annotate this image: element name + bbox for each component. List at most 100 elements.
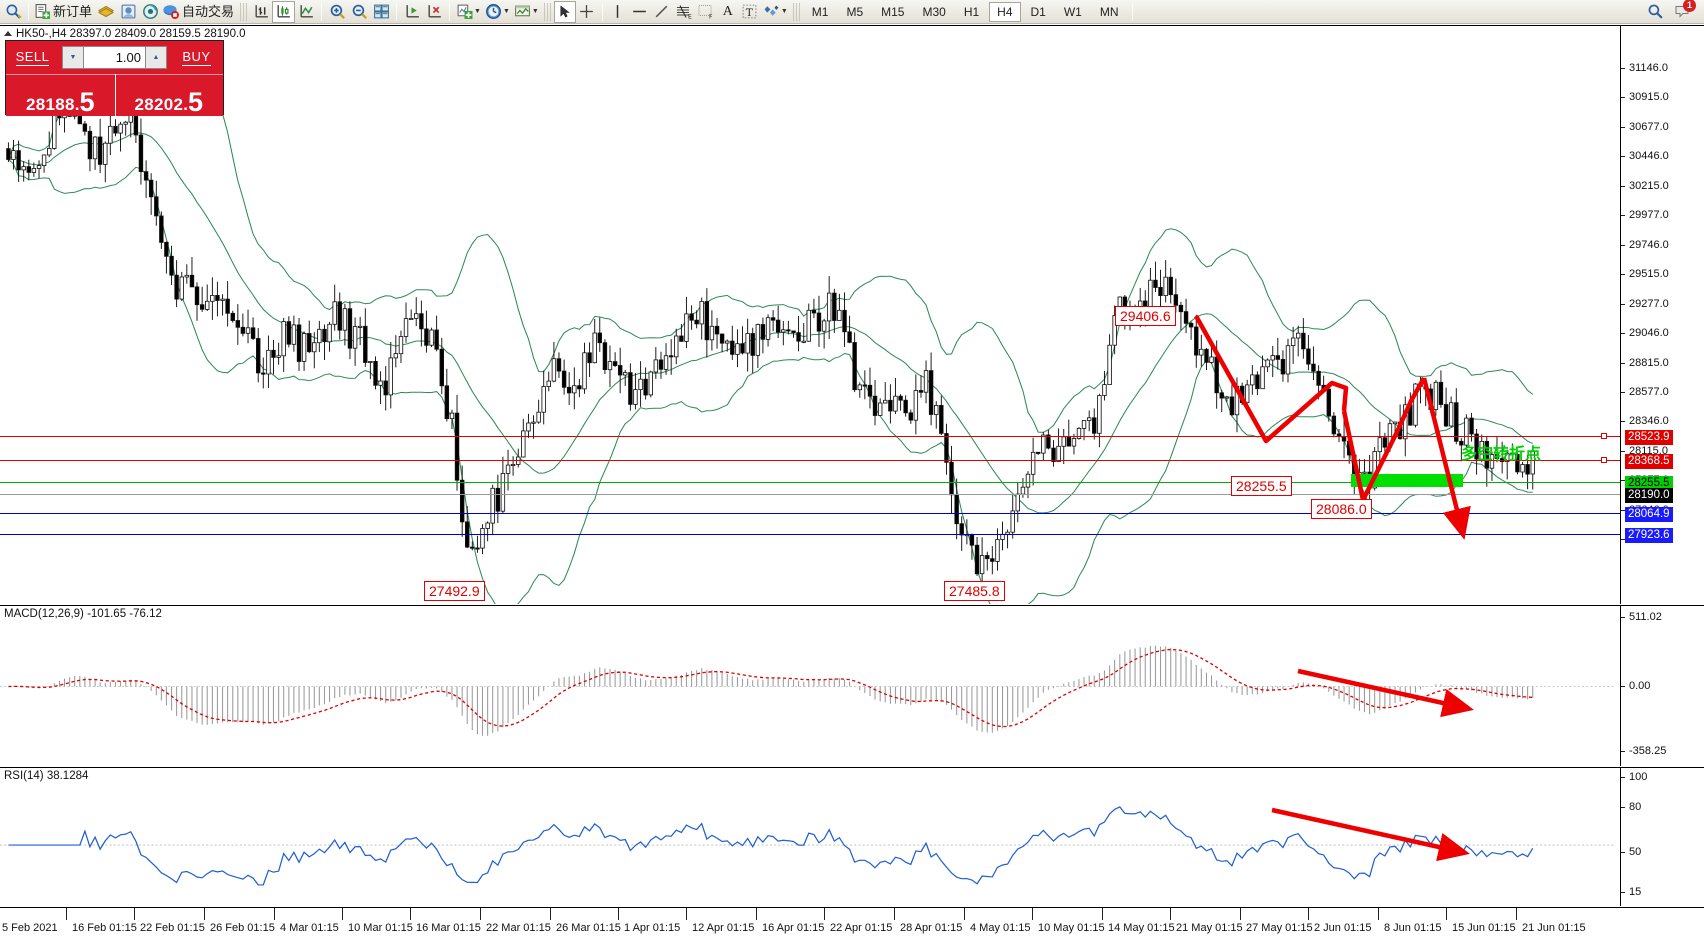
- notification-count: 1: [1683, 0, 1696, 12]
- alerts-bubble-icon[interactable]: 1: [1672, 0, 1696, 23]
- tile-windows-icon[interactable]: [370, 1, 392, 23]
- timeframe-button-h4[interactable]: H4: [989, 1, 1021, 22]
- bar-chart-icon[interactable]: [250, 1, 272, 23]
- time-axis-label: 14 May 01:15: [1108, 922, 1175, 934]
- timeframe-button-m5[interactable]: M5: [846, 4, 864, 19]
- time-axis-label: 8 Jun 01:15: [1384, 922, 1442, 934]
- level-line-28255[interactable]: [0, 482, 1620, 483]
- macd-label: MACD(12,26,9) -101.65 -76.12: [4, 608, 162, 620]
- toolbar-grip[interactable]: [792, 2, 800, 21]
- price-scale[interactable]: 31146.0 30915.0 30677.0 30446.0 30215.0 29977…: [1620, 26, 1704, 604]
- time-tick: [1240, 908, 1241, 920]
- line-chart-icon[interactable]: [295, 1, 317, 23]
- timeframe-button-h1[interactable]: H1: [963, 4, 980, 19]
- buy-price-separator: .: [183, 95, 188, 114]
- symbol-header: HK50-,H4 28397.0 28409.0 28159.5 28190.0: [16, 28, 246, 40]
- toolbar-grip[interactable]: [240, 2, 248, 21]
- level-handle-28523[interactable]: [1601, 433, 1607, 439]
- timeframe-button-mn[interactable]: MN: [1099, 4, 1119, 19]
- timeframe-button-d1[interactable]: D1: [1030, 4, 1046, 19]
- buy-button[interactable]: BUY: [170, 41, 223, 74]
- rsi-pane[interactable]: RSI(14) 38.1284 100 80 50 15: [0, 767, 1704, 906]
- sell-button[interactable]: SELL: [6, 41, 59, 74]
- level-line-28190[interactable]: [0, 494, 1620, 495]
- auto-scroll-icon[interactable]: [423, 1, 445, 23]
- time-axis-label: 12 Apr 01:15: [692, 922, 755, 934]
- zoom-in-icon[interactable]: [326, 1, 348, 23]
- time-tick: [824, 908, 825, 920]
- volume-increment-button[interactable]: ▲: [145, 46, 167, 69]
- level-line-27923[interactable]: [0, 534, 1620, 535]
- time-axis-label: 16 Apr 01:15: [762, 922, 825, 934]
- price-badge-28064-9: 28064.9: [1625, 507, 1673, 522]
- time-axis-label: 16 Mar 01:15: [416, 922, 481, 934]
- autotrading-button[interactable]: 自动交易: [161, 1, 237, 23]
- buy-price[interactable]: 28202 . 5: [114, 74, 223, 116]
- time-tick: [1102, 908, 1103, 920]
- text-label-icon[interactable]: A: [722, 3, 733, 19]
- time-tick: [1308, 908, 1309, 920]
- candlestick-chart-icon[interactable]: [272, 0, 296, 23]
- level-line-28064[interactable]: [0, 513, 1620, 514]
- chinese-annotation-note: 多空转折点: [1461, 444, 1542, 463]
- time-axis[interactable]: 5 Feb 2021 16 Feb 01:15 22 Feb 01:15 26 Feb…: [0, 907, 1704, 947]
- level-line-28523[interactable]: [0, 436, 1620, 437]
- new-order-button[interactable]: 新订单: [33, 1, 95, 23]
- autotrading-label: 自动交易: [182, 4, 235, 19]
- horizontal-line-icon[interactable]: [629, 1, 651, 23]
- macd-scale[interactable]: 511.02 0.00 -358.25: [1620, 606, 1704, 766]
- timeframe-button-m1[interactable]: M1: [811, 4, 829, 19]
- time-tick: [1170, 908, 1171, 920]
- equidistant-channel-icon[interactable]: F: [695, 1, 717, 23]
- macd-pane[interactable]: MACD(12,26,9) -101.65 -76.12 511.02 0.00-…: [0, 605, 1704, 766]
- navigator-icon[interactable]: [139, 1, 161, 23]
- text-box-icon[interactable]: T: [739, 1, 761, 23]
- buy-button-label: BUY: [182, 49, 211, 66]
- level-handle-28368[interactable]: [1601, 457, 1607, 463]
- volume-input[interactable]: 1.00: [84, 46, 145, 69]
- chevron-down-icon[interactable]: ▼: [531, 8, 539, 15]
- templates-icon[interactable]: ▼: [512, 1, 541, 23]
- cursor-icon[interactable]: [553, 0, 576, 23]
- period-clock-icon[interactable]: ▼: [483, 1, 512, 23]
- fibonacci-icon[interactable]: E: [673, 1, 695, 23]
- time-axis-label: 15 Jun 01:15: [1452, 922, 1516, 934]
- shift-end-icon[interactable]: [401, 1, 423, 23]
- new-order-label: 新订单: [53, 4, 93, 19]
- vertical-line-icon[interactable]: [607, 1, 629, 23]
- shapes-icon[interactable]: ▼: [761, 1, 790, 23]
- timeframe-group: M1 M5 M15 M30 H1 H4 D1 W1 MN: [803, 1, 1128, 22]
- price-pane[interactable]: HK50-,H4 28397.0 28409.0 28159.5 28190.0: [0, 26, 1704, 604]
- crosshair-icon[interactable]: [576, 1, 598, 23]
- data-window-icon[interactable]: [117, 1, 139, 23]
- chevron-down-icon[interactable]: ▼: [474, 8, 481, 15]
- one-click-trading-panel[interactable]: SELL ▼ 1.00 ▲ BUY 28188 . 5: [5, 40, 224, 116]
- time-tick: [1516, 908, 1517, 920]
- macd-plot: [0, 645, 1616, 736]
- svg-text:F: F: [709, 14, 713, 21]
- time-axis-label: 26 Mar 01:15: [556, 922, 621, 934]
- search-right-icon[interactable]: [1644, 1, 1666, 23]
- time-axis-label: 26 Feb 01:15: [210, 922, 275, 934]
- rsi-scale[interactable]: 100 80 50 15: [1620, 768, 1704, 906]
- chart-area[interactable]: HK50-,H4 28397.0 28409.0 28159.5 28190.0: [0, 25, 1704, 947]
- trendline-icon[interactable]: [651, 1, 673, 23]
- level-line-28368[interactable]: [0, 460, 1620, 461]
- chevron-down-icon[interactable]: ▼: [780, 8, 788, 15]
- time-tick: [894, 908, 895, 920]
- timeframe-button-m30[interactable]: M30: [922, 4, 946, 19]
- expert-advisor-icon[interactable]: [95, 1, 117, 23]
- price-badge-28523-9: 28523.9: [1625, 430, 1673, 445]
- volume-decrement-button[interactable]: ▼: [62, 46, 84, 69]
- magnifier-search-icon[interactable]: [2, 1, 24, 23]
- timeframe-button-m15[interactable]: M15: [881, 4, 905, 19]
- sell-price[interactable]: 28188 . 5: [6, 74, 115, 116]
- oct-price-row: 28188 . 5 28202 . 5: [6, 74, 223, 116]
- toolbar-grip[interactable]: [543, 2, 551, 21]
- add-indicator-icon[interactable]: ▼: [454, 1, 483, 23]
- volume-control[interactable]: ▼ 1.00 ▲: [59, 41, 170, 74]
- timeframe-button-w1[interactable]: W1: [1063, 4, 1082, 19]
- zoom-out-icon[interactable]: [348, 1, 370, 23]
- chevron-down-icon[interactable]: ▼: [502, 8, 510, 15]
- time-axis-label: 27 May 01:15: [1246, 922, 1313, 934]
